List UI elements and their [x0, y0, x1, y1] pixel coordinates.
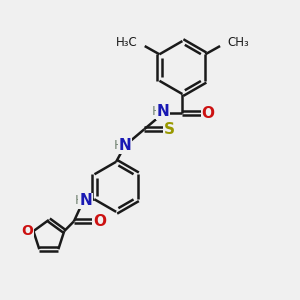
- Text: H₃C: H₃C: [116, 36, 137, 49]
- Text: N: N: [118, 138, 131, 153]
- Text: N: N: [157, 104, 169, 119]
- Text: H: H: [152, 105, 162, 118]
- Text: N: N: [79, 193, 92, 208]
- Text: CH₃: CH₃: [227, 36, 249, 49]
- Text: O: O: [202, 106, 214, 121]
- Text: S: S: [164, 122, 175, 137]
- Text: H: H: [75, 194, 85, 207]
- Text: H: H: [114, 139, 123, 152]
- Text: O: O: [93, 214, 106, 229]
- Text: O: O: [22, 224, 34, 238]
